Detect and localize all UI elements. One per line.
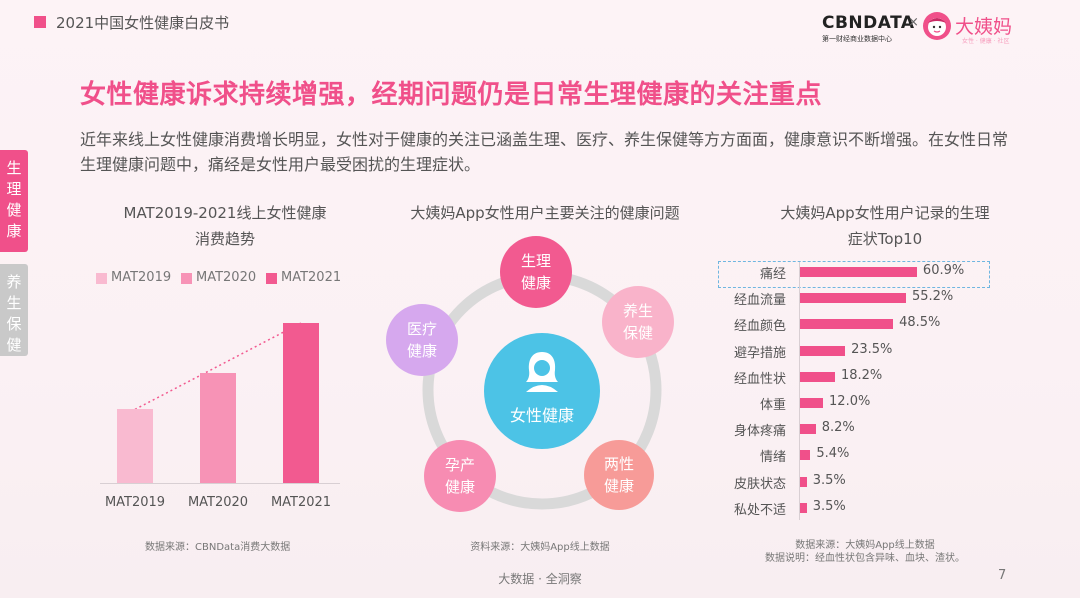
node-label: 保健 xyxy=(622,324,653,342)
category-label: 体重 xyxy=(759,398,786,413)
legend-swatch-mat2019 xyxy=(96,273,107,284)
intro-paragraph: 近年来线上女性健康消费增长明显，女性对于健康的关注已涵盖生理、医疗、养生保健等方… xyxy=(80,130,1009,174)
value-label: 55.2% xyxy=(911,289,954,305)
page-number: 7 xyxy=(998,568,1007,583)
node-label: 孕产 xyxy=(444,456,475,474)
right-chart-note: 数据说明：经血性状包含异味、血块、渣状。 xyxy=(765,553,965,564)
legend-swatch-mat2020 xyxy=(181,273,192,284)
category-label: 经血颜色 xyxy=(733,319,786,335)
tab-label: 养生保健 xyxy=(6,273,22,354)
dayima-tagline: 女性 · 健康 · 社区 xyxy=(962,38,1010,45)
value-label: 5.4% xyxy=(816,446,850,462)
tab-wellness[interactable]: 养生保健 xyxy=(0,264,28,356)
category-label: 经血流量 xyxy=(733,293,786,309)
symptom-bar xyxy=(800,502,807,513)
node-label: 两性 xyxy=(603,455,634,473)
node-label: 健康 xyxy=(406,342,437,360)
footer-slogan: 大数据 · 全洞察 xyxy=(498,572,582,586)
category-label: 经血性状 xyxy=(733,371,786,387)
x-axis-line xyxy=(100,483,340,484)
header-mark xyxy=(34,16,46,28)
symptom-bar xyxy=(800,424,816,435)
legend-swatch-mat2021 xyxy=(266,273,277,284)
value-label: 12.0% xyxy=(829,394,871,409)
highlight-box xyxy=(718,261,990,288)
x-tick-label: MAT2021 xyxy=(270,495,332,510)
left-chart-title-line1: MAT2019-2021线上女性健康 xyxy=(123,204,327,222)
x-tick-label: MAT2020 xyxy=(187,495,249,510)
symptom-bar xyxy=(800,450,811,461)
cbndata-logo: CBNDATA xyxy=(822,13,915,33)
tab-physiological-health[interactable]: 生理健康 xyxy=(0,150,28,252)
y-axis-line xyxy=(799,262,800,520)
value-label: 3.5% xyxy=(812,498,846,514)
left-chart-title-line2: 消费趋势 xyxy=(194,230,255,248)
node-label: 养生 xyxy=(622,302,653,320)
category-label: 避孕措施 xyxy=(733,345,786,361)
node-label: 健康 xyxy=(520,274,551,292)
center-label: 女性健康 xyxy=(509,406,574,425)
bar-mat2021 xyxy=(283,323,319,483)
legend-label-mat2020: MAT2020 xyxy=(196,270,257,285)
value-label: 48.5% xyxy=(899,315,941,331)
node-label: 健康 xyxy=(603,477,634,495)
symptom-bar xyxy=(800,319,894,330)
legend-label-mat2019: MAT2019 xyxy=(111,270,172,285)
category-label: 私处不适 xyxy=(733,502,786,518)
value-label: 23.5% xyxy=(851,341,893,357)
symptom-bar xyxy=(800,398,824,408)
cbndata-tagline: 第一财经商业数据中心 xyxy=(822,35,892,43)
x-tick-label: MAT2019 xyxy=(104,495,166,510)
middle-diagram-source: 资料来源：大姨妈App线上数据 xyxy=(470,542,610,553)
symptom-bar xyxy=(800,371,835,382)
node-medical-health: 医疗 健康 xyxy=(386,304,458,376)
doc-title: 2021中国女性健康白皮书 xyxy=(56,14,230,32)
right-chart-title-line2: 症状Top10 xyxy=(847,230,923,248)
node-label: 生理 xyxy=(520,252,551,270)
middle-diagram-title: 大姨妈App女性用户主要关注的健康问题 xyxy=(410,204,680,222)
trend-line xyxy=(134,322,302,411)
tab-label: 生理健康 xyxy=(6,159,22,240)
value-label: 60.9% xyxy=(922,263,965,278)
right-chart-title-line1: 大姨妈App女性用户记录的生理 xyxy=(780,204,990,222)
page-title: 女性健康诉求持续增强，经期问题仍是日常生理健康的关注重点 xyxy=(80,80,823,110)
brand-separator: × xyxy=(908,15,919,30)
bar-mat2020 xyxy=(200,372,236,483)
dayima-logo-icon xyxy=(923,12,951,40)
node-physiological-health: 生理 健康 xyxy=(500,236,572,308)
symptom-bar xyxy=(800,293,906,304)
right-chart-title: 大姨妈App女性用户记录的生理 症状Top10 xyxy=(740,200,1030,252)
left-chart-title: MAT2019-2021线上女性健康 消费趋势 xyxy=(80,200,370,252)
node-sexual-health: 两性 健康 xyxy=(584,440,654,510)
value-label: 18.2% xyxy=(840,367,883,383)
category-label: 情绪 xyxy=(759,450,786,466)
bar-mat2019 xyxy=(117,409,153,483)
symptom-bar xyxy=(800,345,846,356)
value-label: 8.2% xyxy=(821,420,855,436)
woman-avatar-icon xyxy=(526,352,558,392)
left-chart-source: 数据来源：CBNData消费大数据 xyxy=(145,542,291,553)
symptom-bar xyxy=(800,476,807,487)
node-maternal-health: 孕产 健康 xyxy=(424,440,496,512)
trend-dotted-line xyxy=(134,322,302,411)
category-label: 皮肤状态 xyxy=(733,476,786,492)
right-bar-chart xyxy=(0,0,1,1)
node-label: 健康 xyxy=(444,478,475,496)
node-wellness: 养生 保健 xyxy=(602,286,674,358)
node-label: 医疗 xyxy=(406,320,437,338)
dayima-brand-name: 大姨妈 xyxy=(955,16,1013,38)
right-chart-source: 数据来源：大姨妈App线上数据 xyxy=(795,540,935,551)
category-label: 痛经 xyxy=(759,267,786,282)
value-label: 3.5% xyxy=(812,472,846,488)
category-label: 身体疼痛 xyxy=(733,424,786,440)
symptom-bar xyxy=(800,267,917,277)
legend-label-mat2021: MAT2021 xyxy=(281,270,342,285)
